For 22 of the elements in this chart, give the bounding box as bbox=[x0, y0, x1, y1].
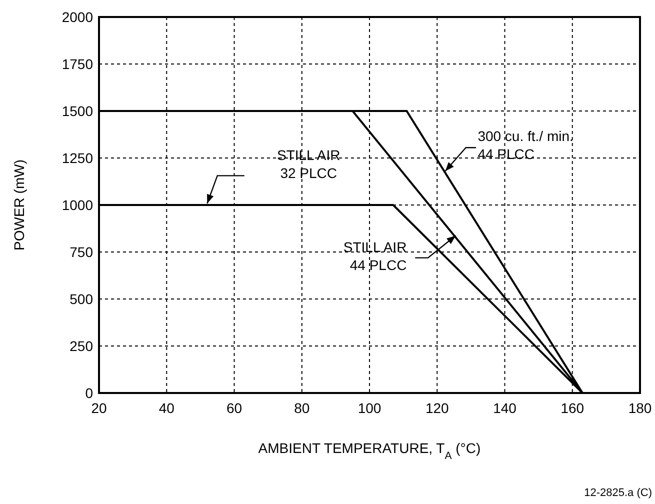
y-axis-title: POWER (mW) bbox=[11, 160, 27, 250]
x-tick-label: 20 bbox=[91, 400, 107, 416]
y-tick-label: 1500 bbox=[62, 102, 94, 119]
y-tick-label: 250 bbox=[70, 338, 94, 354]
y-tick-label: 500 bbox=[70, 290, 94, 307]
y-tick-label: 2000 bbox=[62, 8, 94, 25]
series-label: STILL AIR 32 PLCC bbox=[276, 146, 340, 181]
y-tick-label: 0 bbox=[85, 384, 94, 401]
y-tick-label: 1750 bbox=[62, 56, 94, 72]
y-tick-label: 1250 bbox=[62, 150, 94, 166]
x-axis-title: AMBIENT TEMPERATURE, T$_{A}$ (°C) bbox=[258, 440, 481, 462]
x-tick-label: 180 bbox=[628, 400, 652, 416]
x-tick-label: 100 bbox=[358, 400, 382, 416]
x-tick-label: 80 bbox=[294, 400, 310, 416]
text: 12-2825.a (C) bbox=[584, 487, 652, 499]
x-tick-label: 60 bbox=[226, 400, 242, 416]
y-tick-label: 1000 bbox=[62, 196, 94, 213]
x-tick-label: 120 bbox=[425, 400, 450, 416]
x-tick-label: 40 bbox=[158, 400, 175, 416]
y-tick-label: 750 bbox=[70, 244, 94, 260]
x-tick-label: 140 bbox=[493, 400, 517, 416]
x-tick-label: 160 bbox=[560, 400, 584, 416]
